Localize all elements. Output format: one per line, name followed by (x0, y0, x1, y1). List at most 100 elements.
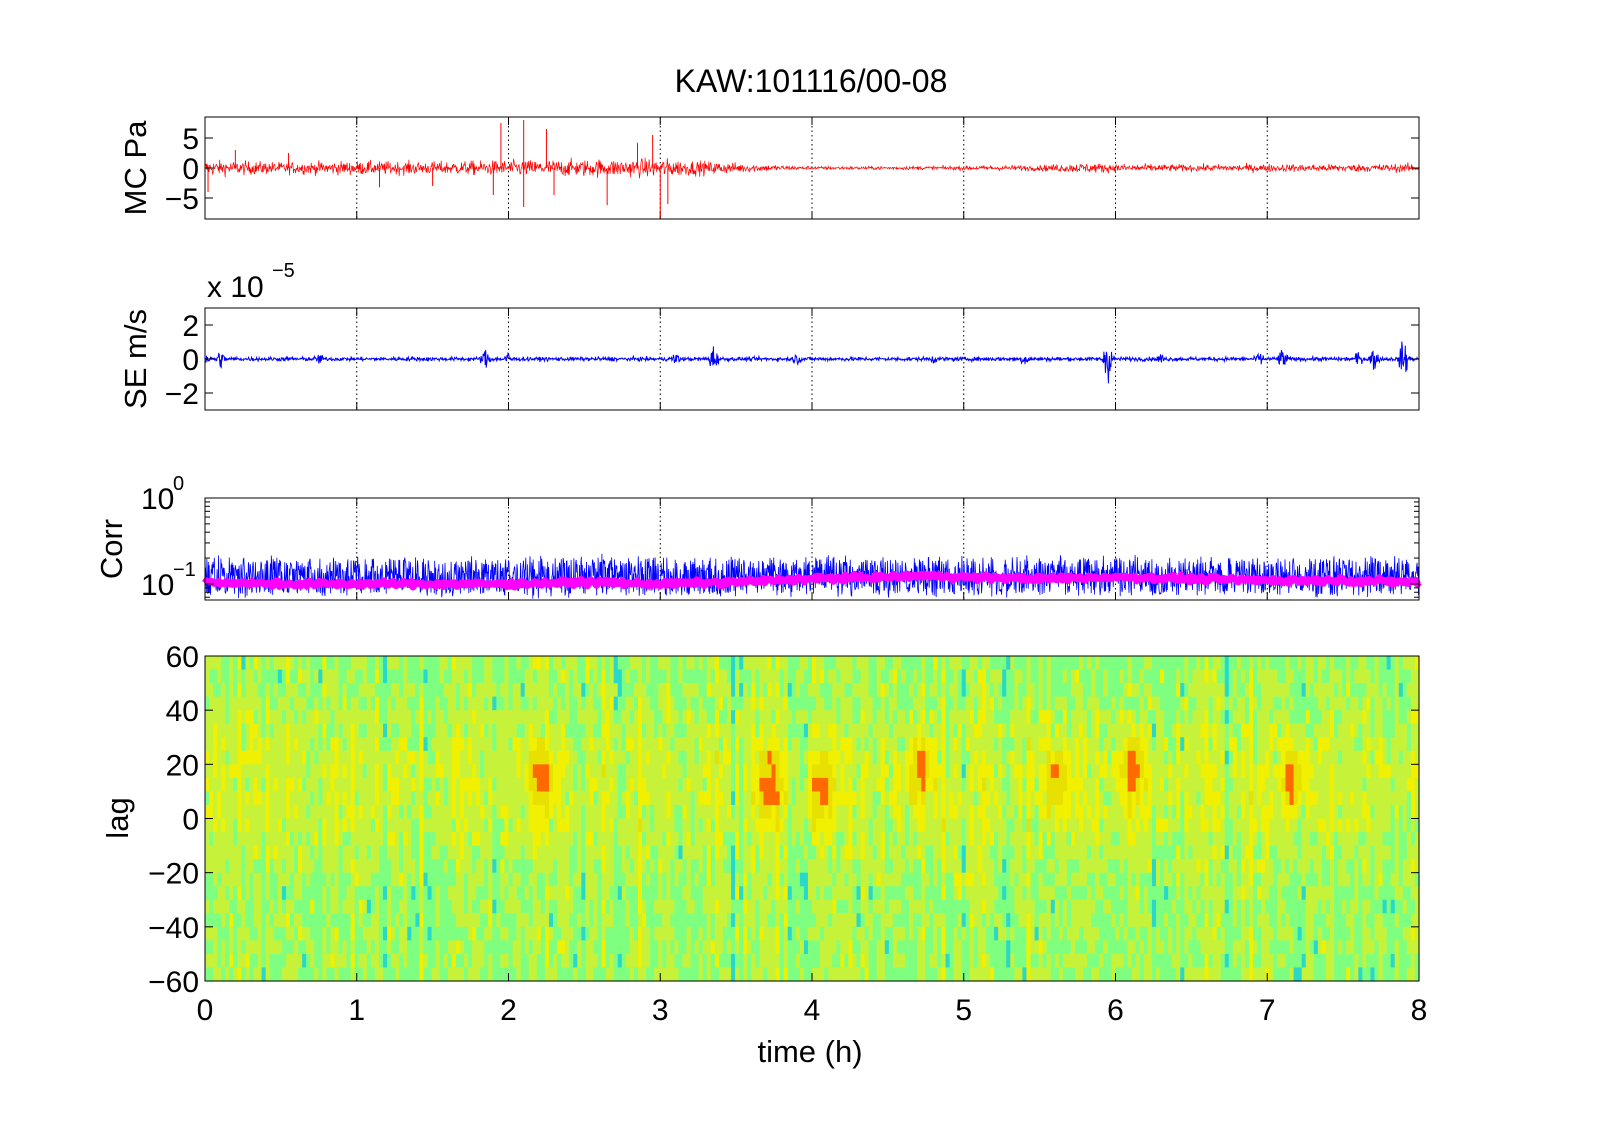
heatmap-cell (298, 832, 303, 847)
heatmap-cell (662, 845, 667, 860)
heatmap-cell (812, 899, 817, 914)
heatmap-cell (548, 818, 554, 833)
heatmap-cell (779, 764, 785, 779)
heatmap-cell (925, 940, 930, 955)
heatmap-cell (888, 710, 894, 725)
heatmap-cell (524, 845, 530, 860)
heatmap-cell (423, 913, 429, 928)
heatmap-cell (698, 669, 704, 684)
heatmap-cell (225, 899, 230, 914)
heatmap-cell (277, 777, 283, 793)
heatmap-cell (852, 791, 858, 806)
heatmap-cell (265, 845, 271, 860)
heatmap-cell (933, 967, 939, 982)
heatmap-cell (374, 764, 380, 779)
heatmap-cell (455, 656, 461, 671)
heatmap-cell (601, 886, 607, 901)
heatmap-cell (431, 886, 437, 901)
heatmap-cell (807, 832, 813, 847)
heatmap-cell (217, 791, 222, 806)
heatmap-cell (423, 940, 429, 955)
heatmap-cell (937, 764, 943, 779)
heatmap-cell (977, 737, 983, 752)
heatmap-cell (807, 899, 813, 914)
heatmap-cell (686, 791, 692, 806)
heatmap-cell (229, 967, 234, 982)
heatmap-cell (917, 953, 922, 969)
heatmap-cell (739, 818, 744, 833)
heatmap-cell (722, 656, 728, 671)
heatmap-cell (326, 913, 332, 928)
heatmap-cell (828, 872, 833, 887)
heatmap-cell (880, 750, 886, 765)
heatmap-cell (383, 656, 388, 671)
heatmap-cell (528, 710, 534, 725)
heatmap-cell (245, 818, 251, 833)
heatmap-cell (209, 804, 214, 820)
heatmap-cell (706, 710, 712, 725)
heatmap-cell (905, 696, 910, 711)
heatmap-cell (209, 791, 214, 806)
heatmap-cell (205, 818, 210, 833)
heatmap-cell (306, 710, 311, 725)
heatmap-cell (403, 750, 408, 765)
heatmap-cell (977, 953, 983, 969)
heatmap-cell (439, 845, 445, 860)
heatmap-cell (512, 669, 518, 684)
heatmap-cell (609, 940, 615, 955)
heatmap-cell (678, 669, 684, 684)
heatmap-cell (488, 940, 493, 955)
heatmap-cell (755, 777, 760, 793)
heatmap-cell (548, 764, 554, 779)
heatmap-cell (544, 710, 550, 725)
heatmap-cell (771, 832, 777, 847)
heatmap-cell (366, 764, 372, 779)
heatmap-cell (281, 791, 287, 806)
heatmap-cell (686, 804, 692, 820)
heatmap-cell (986, 832, 991, 847)
heatmap-cell (969, 737, 975, 752)
heatmap-cell (666, 953, 671, 969)
heatmap-cell (933, 696, 939, 711)
heatmap-cell (350, 940, 356, 955)
heatmap-cell (617, 899, 623, 914)
heatmap-cell (767, 832, 773, 847)
heatmap-cell (917, 723, 922, 738)
heatmap-cell (419, 777, 425, 793)
heatmap-cell (977, 804, 983, 820)
heatmap-cell (779, 886, 785, 901)
heatmap-cell (492, 872, 497, 887)
heatmap-cell (872, 899, 878, 914)
heatmap-cell (379, 723, 384, 738)
heatmap-cell (646, 899, 651, 914)
heatmap-cell (597, 737, 603, 752)
heatmap-cell (929, 926, 934, 941)
heatmap-cell (306, 696, 311, 711)
heatmap-cell (961, 818, 967, 833)
heatmap-cell (856, 859, 862, 874)
heatmap-cell (787, 777, 793, 793)
heatmap-cell (949, 696, 955, 711)
heatmap-cell (253, 953, 259, 969)
heatmap-cell (217, 683, 222, 698)
heatmap-cell (318, 940, 323, 955)
heatmap-cell (909, 791, 914, 806)
heatmap-cell (969, 926, 975, 941)
heatmap-cell (326, 899, 332, 914)
heatmap-cell (273, 859, 279, 874)
heatmap-cell (739, 886, 744, 901)
heatmap-cell (945, 967, 951, 982)
heatmap-cell (629, 926, 635, 941)
heatmap-cell (787, 832, 793, 847)
heatmap-cell (459, 926, 465, 941)
heatmap-cell (880, 859, 886, 874)
heatmap-cell (702, 750, 708, 765)
heatmap-cell (735, 683, 740, 698)
heatmap-cell (941, 791, 947, 806)
heatmap-cell (451, 764, 457, 779)
heatmap-cell (585, 886, 591, 901)
heatmap-cell (346, 669, 352, 684)
heatmap-cell (459, 940, 465, 955)
heatmap-cell (751, 764, 756, 779)
heatmap-cell (791, 967, 797, 982)
